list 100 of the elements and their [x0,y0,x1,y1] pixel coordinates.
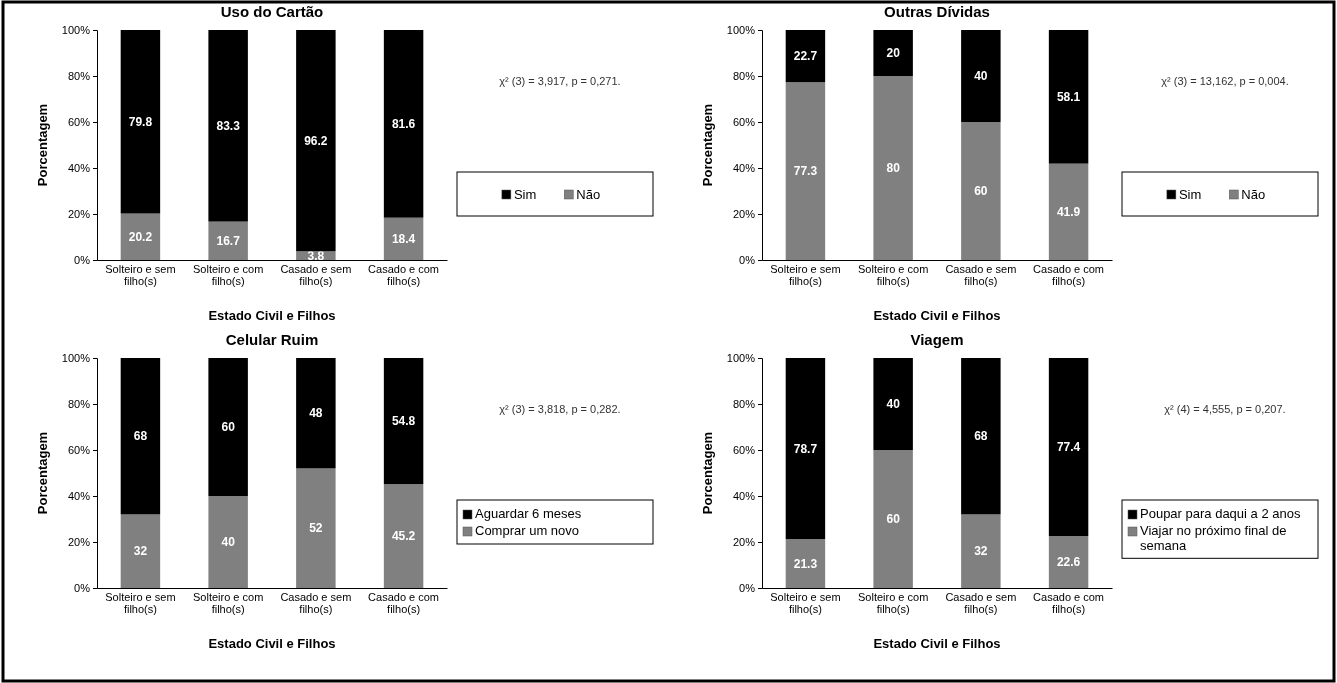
bar [961,358,1001,515]
bar [296,30,336,252]
x-tick-label: Solteiro e com filho(s) [192,262,264,287]
bar [873,30,913,76]
data-label: 52 [309,521,323,536]
data-label: 40 [974,69,988,84]
x-tick-label: Solteiro e com filho(s) [857,590,929,615]
data-label: 80 [886,161,901,176]
legend-label: Sim [513,187,537,202]
data-label: 22.7 [793,49,818,64]
bar [873,358,913,450]
x-tick-label: Solteiro e com filho(s) [192,590,264,615]
bar [208,221,248,260]
data-label: 20 [886,46,901,61]
data-label: 60 [886,512,901,527]
data-label: 58.1 [1056,90,1081,105]
data-label: 18.4 [391,232,416,247]
legend-label: Viajar no próximo final de semana [1140,523,1287,553]
data-label: 79.8 [128,114,153,129]
x-tick-label: Solteiro e sem filho(s) [770,262,841,287]
chart-title: Viagem [910,331,964,348]
bar [785,358,826,540]
data-label: 40 [886,397,901,412]
y-tick-label: 20% [67,536,91,549]
y-tick-label: 20% [732,536,756,549]
y-tick-label: 100% [61,24,91,37]
legend-label: Não [576,187,601,202]
y-axis-title: Porcentagem [700,431,715,515]
data-label: 77.3 [793,164,818,179]
x-tick-label: Casado e com filho(s) [368,590,440,615]
data-label: 45.2 [391,529,416,544]
x-tick-label: Solteiro e sem filho(s) [105,262,176,287]
x-tick-label: Casado e sem filho(s) [280,262,352,287]
bar [208,30,248,222]
bar [120,514,161,588]
y-tick-label: 20% [732,208,756,221]
y-axis-title: Porcentagem [35,431,50,515]
bar [961,514,1001,588]
y-tick-label: 0% [74,582,91,595]
data-label: 54.8 [391,414,416,429]
data-label: 40 [221,535,236,550]
bar [961,122,1001,260]
chart-title: Uso do Cartão [220,3,324,20]
y-tick-label: 80% [732,70,756,83]
bar [208,358,248,496]
y-tick-label: 0% [739,582,756,595]
x-tick-label: Solteiro e sem filho(s) [770,590,841,615]
x-tick-label: Casado e com filho(s) [368,262,440,287]
bar [383,30,424,218]
y-tick-label: 60% [67,444,91,457]
y-tick-label: 40% [732,162,756,175]
y-tick-label: 60% [732,116,756,129]
data-label: 32 [133,544,148,559]
data-label: 83.3 [216,118,241,133]
bar [120,358,161,515]
y-tick-label: 100% [726,352,756,365]
data-label: 60 [974,184,988,199]
legend-label: Não [1241,187,1266,202]
y-tick-label: 80% [67,70,91,83]
text: χ² (3) = 3,917, p = 0,271. [499,75,621,87]
y-tick-label: 80% [67,398,91,411]
y-tick-label: 40% [67,162,91,175]
y-tick-label: 80% [732,398,756,411]
data-label: 21.3 [793,556,818,571]
x-axis-title: Estado Civil e Filhos [873,636,1001,651]
y-tick-label: 0% [739,254,756,267]
x-tick-label: Casado e com filho(s) [1033,262,1105,287]
y-tick-label: 100% [726,24,756,37]
y-axis-title: Porcentagem [700,103,715,187]
y-tick-label: 100% [61,352,91,365]
text: χ² (3) = 13,162, p = 0,004. [1161,75,1289,87]
bar [296,358,336,469]
x-axis-title: Estado Civil e Filhos [873,308,1001,323]
data-label: 96.2 [304,133,328,148]
data-label: 78.7 [793,441,818,456]
bar [383,484,424,588]
bar [785,82,826,260]
x-tick-label: Solteiro e com filho(s) [857,262,929,287]
data-label: 32 [974,544,988,559]
legend-label: Comprar um novo [475,523,580,539]
data-label: 20.2 [128,229,153,244]
bar [120,213,161,260]
x-tick-label: Casado e sem filho(s) [945,590,1017,615]
x-axis-title: Estado Civil e Filhos [208,636,336,651]
legend-label: Sim [1178,187,1202,202]
bar [383,358,424,485]
y-tick-label: 20% [67,208,91,221]
bar [208,496,248,588]
bar [1048,536,1089,588]
data-label: 77.4 [1056,440,1081,455]
bar [1048,163,1089,260]
chart-title: Celular Ruim [225,331,319,348]
data-label: 81.6 [391,117,416,132]
bar [1048,358,1089,537]
x-tick-label: Casado e sem filho(s) [945,262,1017,287]
data-label: 48 [309,406,323,421]
bar [785,539,826,588]
legend-label: Poupar para daqui a 2 anos [1140,506,1301,522]
y-tick-label: 60% [67,116,91,129]
y-tick-label: 60% [732,444,756,457]
